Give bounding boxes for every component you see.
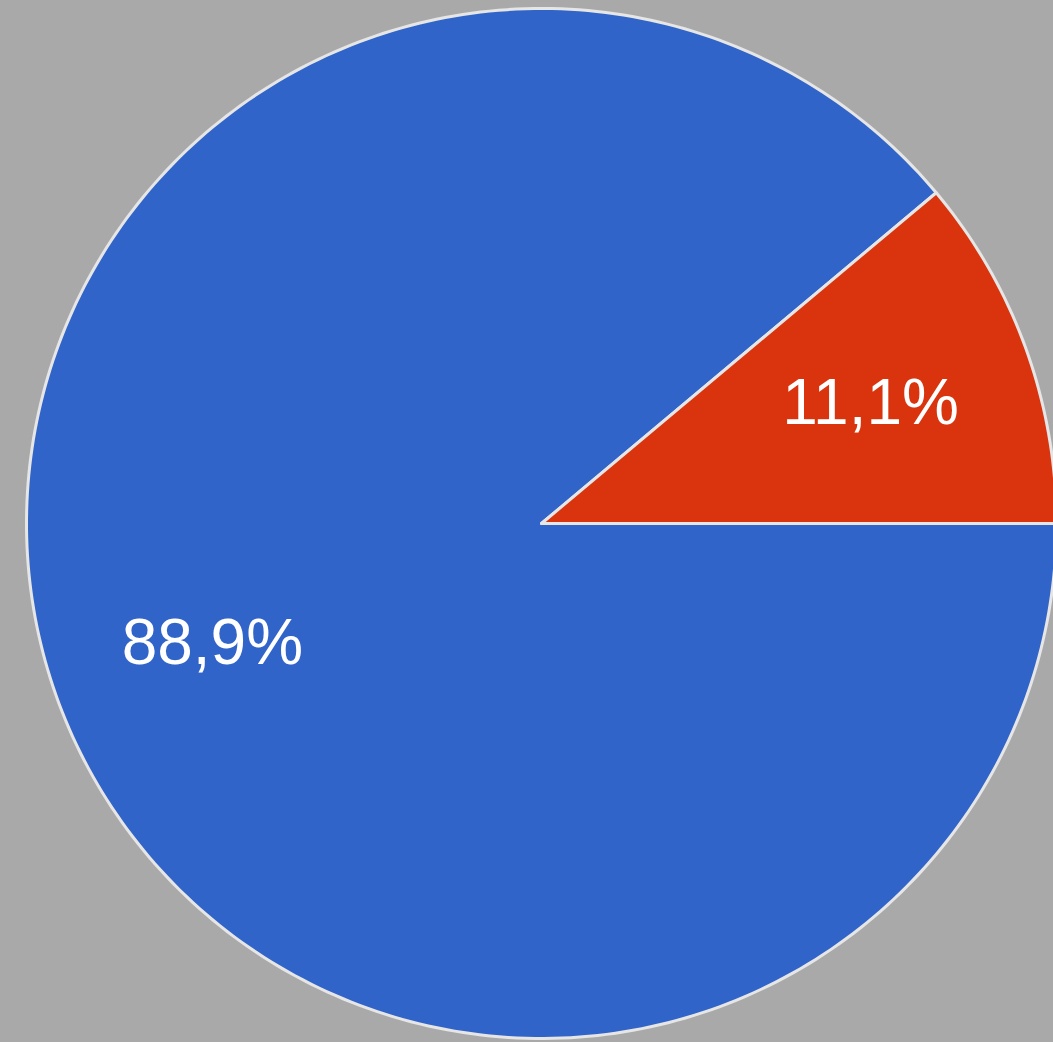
svg-text:11,1%: 11,1% <box>782 366 959 438</box>
svg-text:88,9%: 88,9% <box>122 606 303 678</box>
